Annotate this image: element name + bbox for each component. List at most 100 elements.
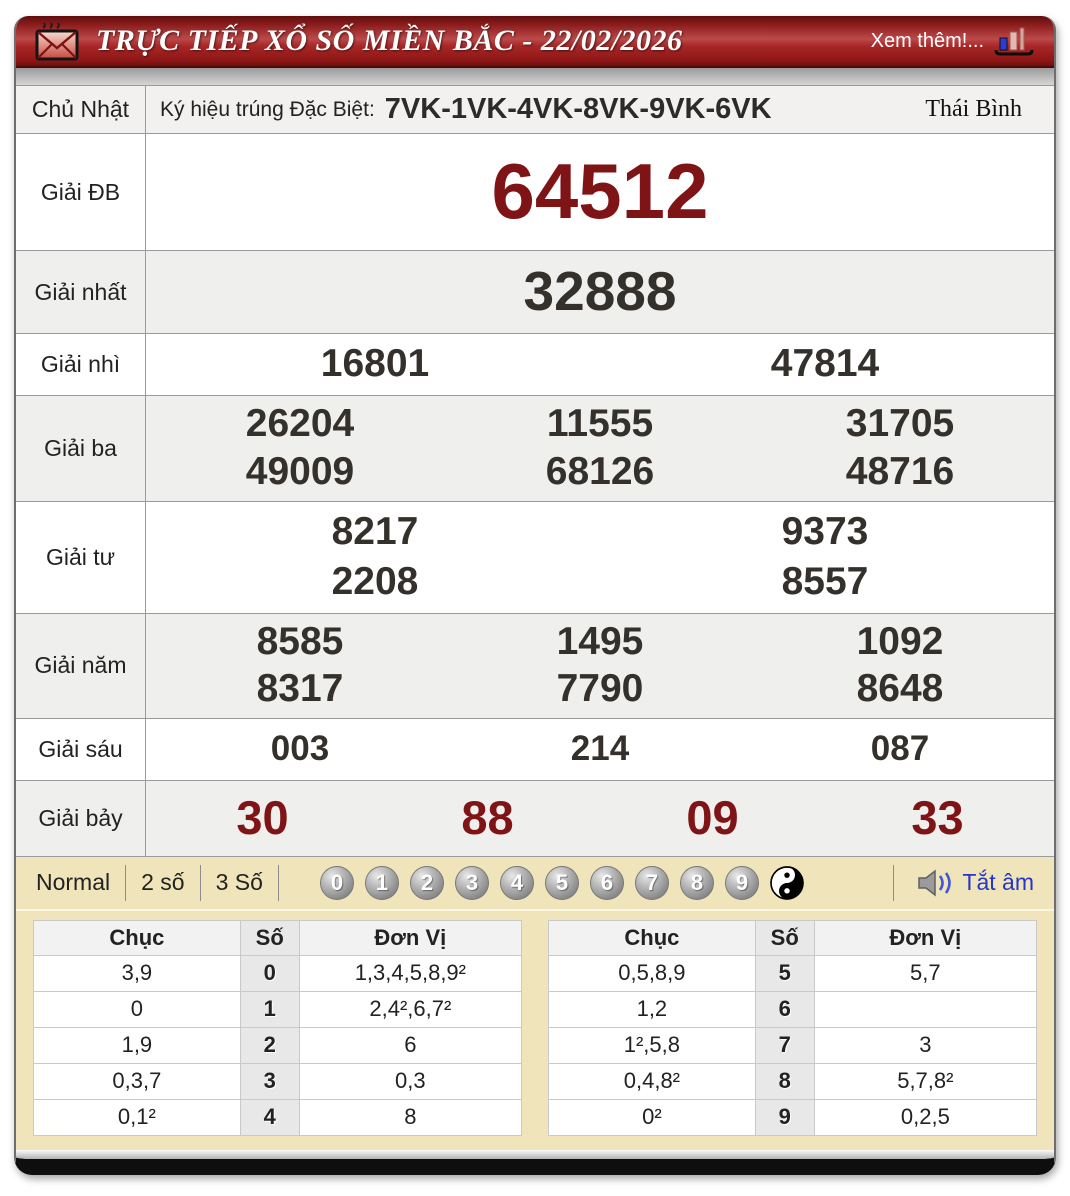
prize-number: 32888 [523,260,677,323]
prize-row-seventh: Giải bảy 30 88 09 33 [16,780,1054,857]
prize-label: Giải tư [16,502,146,613]
prize-number: 49009 [245,449,355,493]
prize-label: Giải nhất [16,251,146,333]
divider [277,864,279,901]
table-row: 3,9 0 1,3,4,5,8,9² [33,954,523,992]
prize-row-first: Giải nhất 32888 [16,251,1054,334]
prize-number: 48716 [845,449,955,493]
table-row: 0,4,8² 8 5,7,8² [548,1062,1038,1100]
digit-ball-1[interactable]: 1 [364,865,399,900]
col-header-units: Đơn Vị [298,919,523,956]
lottery-widget: TRỰC TIẾP XỔ SỐ MIỀN BẮC - 22/02/2026 Xe… [14,16,1056,1175]
tens-cell: 3,9 [33,954,241,992]
prize-number: 9373 [781,509,869,553]
tens-cell: 0,4,8² [548,1062,756,1100]
prize-row-third: Giải ba 26204 11555 31705 49009 68126 48… [16,396,1054,502]
digit-ball-0[interactable]: 0 [319,865,354,900]
prize-number: 26204 [245,402,355,446]
prize-number: 8217 [331,509,419,553]
digit-ball-4[interactable]: 4 [499,865,534,900]
divider [893,864,895,901]
draw-info-row: Chủ Nhật Ký hiệu trúng Đặc Biệt: 7VK-1VK… [16,86,1054,134]
results-table: Chủ Nhật Ký hiệu trúng Đặc Biệt: 7VK-1VK… [16,85,1054,857]
digit-summary-section: Chục Số Đơn Vị 3,9 0 1,3,4,5,8,9² 0 1 2,… [16,910,1054,1150]
units-cell: 0,2,5 [813,1098,1038,1136]
digit-cell: 5 [754,954,815,992]
special-symbol-value: 7VK-1VK-4VK-8VK-9VK-6VK [384,93,772,125]
banner-shadow-strip [16,68,1054,85]
prize-label: Giải ba [16,396,146,501]
units-cell: 1,3,4,5,8,9² [298,954,523,992]
prize-number: 47814 [770,342,880,386]
prize-label: Giải bảy [16,780,146,856]
digit-ball-6[interactable]: 6 [589,865,624,900]
prize-row-fifth: Giải năm 8585 1495 1092 8317 7790 8648 [16,614,1054,719]
digit-table-left: Chục Số Đơn Vị 3,9 0 1,3,4,5,8,9² 0 1 2,… [33,919,523,1136]
prize-number: 1092 [856,620,944,663]
chart-icon[interactable] [994,26,1036,56]
mode-normal[interactable]: Normal [36,869,111,896]
mode-2-digits[interactable]: 2 số [141,869,185,896]
table-row: 1,9 2 6 [33,1026,523,1064]
prize-number: 11555 [546,402,654,446]
units-cell: 0,3 [298,1062,523,1100]
prize-number: 30 [236,791,289,845]
table-row: 0² 9 0,2,5 [548,1098,1038,1136]
prize-number: 8648 [856,666,944,710]
tens-cell: 0² [548,1098,756,1136]
mute-button[interactable]: Tắt âm [962,869,1034,896]
digit-ball-3[interactable]: 3 [454,865,489,900]
col-header-tens: Chục [548,919,756,956]
tens-cell: 1,2 [548,990,756,1028]
prize-number: 2208 [331,560,419,604]
prize-row-second: Giải nhì 16801 47814 [16,334,1054,396]
digit-balls: 0 1 2 3 4 5 6 7 8 9 [319,865,804,900]
tens-cell: 0,1² [33,1098,241,1136]
sound-control-bar: Normal 2 số 3 Số 0 1 2 3 4 5 6 7 8 9 [16,856,1054,911]
prize-number: 003 [270,729,330,769]
mode-3-digits[interactable]: 3 Số [215,869,263,896]
tens-cell: 1²,5,8 [548,1026,756,1064]
digit-table-right: Chục Số Đơn Vị 0,5,8,9 5 5,7 1,2 6 1²,5,… [548,919,1038,1136]
digit-ball-9[interactable]: 9 [724,865,759,900]
units-cell [813,990,1038,1028]
yin-yang-icon[interactable] [770,865,804,900]
prize-number: 8317 [256,666,344,710]
table-row: 1²,5,8 7 3 [548,1026,1038,1064]
see-more-link[interactable]: Xem thêm!... [870,29,984,52]
tens-cell: 0 [33,990,241,1028]
digit-ball-2[interactable]: 2 [409,865,444,900]
prize-label: Giải năm [16,614,146,718]
digit-ball-8[interactable]: 8 [679,865,714,900]
prize-number: 31705 [845,402,955,446]
prize-number: 087 [870,729,930,769]
digit-cell: 7 [754,1026,815,1064]
units-cell: 8 [298,1098,523,1136]
prize-number: 33 [911,791,964,845]
prize-label: Giải sáu [16,718,146,780]
units-cell: 2,4²,6,7² [298,990,523,1028]
prize-number: 64512 [491,147,709,236]
digit-ball-5[interactable]: 5 [544,865,579,900]
digit-cell: 3 [239,1062,300,1100]
table-header-row: Chục Số Đơn Vị [548,919,1038,956]
prize-number: 1495 [556,620,644,663]
table-row: 0,3,7 3 0,3 [33,1062,523,1100]
digit-cell: 4 [239,1098,300,1136]
units-cell: 5,7 [813,954,1038,992]
table-row: 0,5,8,9 5 5,7 [548,954,1038,992]
province-name: Thái Bình [925,96,1022,122]
digit-cell: 0 [239,954,300,992]
tens-cell: 0,3,7 [33,1062,241,1100]
digit-ball-7[interactable]: 7 [634,865,669,900]
col-header-digit: Số [754,919,815,956]
prize-row-fourth: Giải tư 8217 9373 2208 8557 [16,502,1054,614]
tens-cell: 1,9 [33,1026,241,1064]
table-header-row: Chục Số Đơn Vị [33,919,523,956]
mail-icon [35,22,79,61]
prize-row-sixth: Giải sáu 003 214 087 [16,718,1054,781]
digit-cell: 1 [239,990,300,1028]
digit-cell: 9 [754,1098,815,1136]
speaker-icon[interactable] [917,869,953,897]
table-row: 0 1 2,4²,6,7² [33,990,523,1028]
